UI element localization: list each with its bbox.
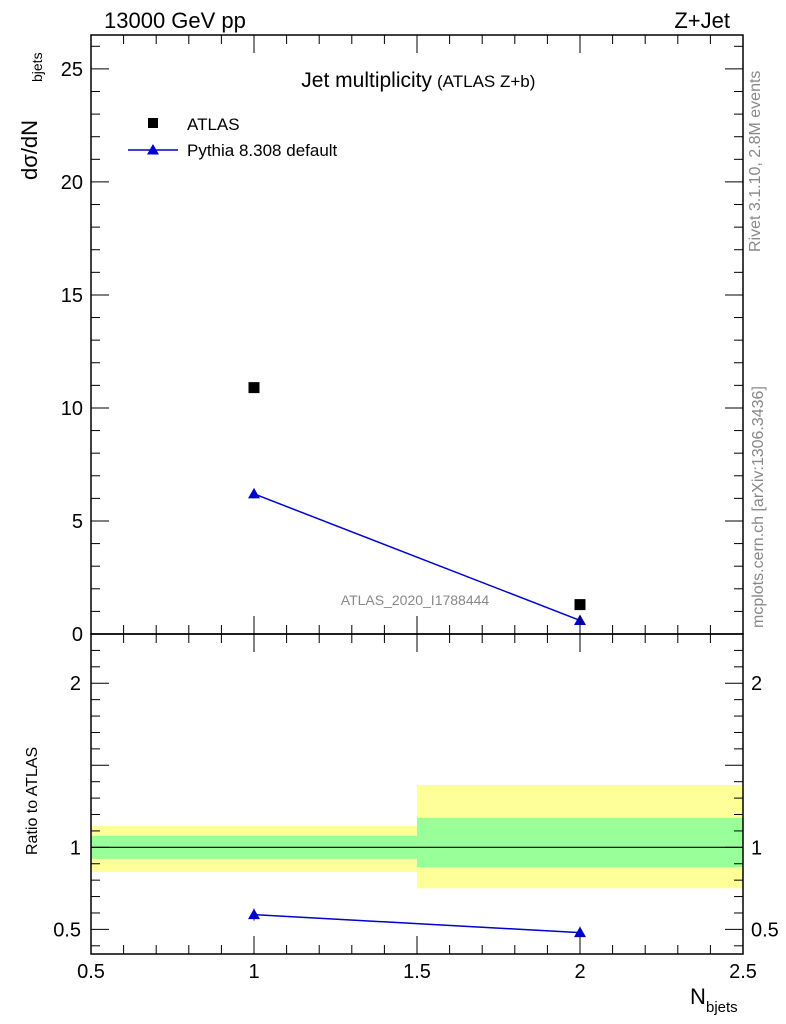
y-tick-label: 5: [72, 511, 83, 533]
ratio-panel-background: [91, 784, 743, 889]
ratio-y-tick-label-left: 1: [70, 837, 81, 859]
atlas-point: [574, 599, 586, 611]
ratio-panel: 0.5 1 1.5 2 2.5 0.5 1 2 0.5 1 2 Ratio to ATLAS: [24, 633, 779, 983]
ratio-pythia-point: [574, 926, 586, 938]
x-tick-label: 2.5: [729, 961, 757, 983]
x-tick-label: 2: [574, 961, 585, 983]
legend-atlas-label: ATLAS: [187, 115, 240, 134]
chart-title: Jet multiplicity: [301, 69, 432, 92]
y-tick-label: 10: [61, 398, 83, 420]
ratio-y-tick-label-left: 0.5: [53, 919, 81, 941]
header-process-label: Z+Jet: [674, 8, 730, 33]
rivet-version-label: Rivet 3.1.10, 2.8M events: [747, 71, 764, 252]
y-axis-label: dσ/dN: [17, 120, 42, 180]
header-energy-label: 13000 GeV pp: [104, 8, 246, 33]
ratio-y-tick-label-right: 1: [751, 837, 762, 859]
chart-subtitle: (ATLAS Z+b): [437, 72, 535, 91]
x-tick-label: 0.5: [77, 961, 105, 983]
legend-atlas-marker: [148, 118, 158, 128]
mcplots-source-label: mcplots.cern.ch [arXiv:1306.3436]: [750, 386, 767, 628]
analysis-watermark: ATLAS_2020_I1788444: [341, 592, 490, 608]
ratio-y-tick-label-right: 2: [751, 673, 762, 695]
atlas-point: [248, 382, 260, 394]
legend: ATLAS Pythia 8.308 default: [128, 115, 338, 160]
x-axis-label: N: [690, 984, 706, 1009]
ratio-pythia-point: [248, 908, 260, 920]
ratio-y-axis-label: Ratio to ATLAS: [24, 747, 41, 855]
legend-pythia-marker: [147, 144, 159, 155]
x-axis-subscript: bjets: [706, 999, 738, 1016]
y-axis-subscript-group: bjets: [29, 52, 45, 82]
ratio-y-tick-label-left: 2: [70, 673, 81, 695]
y-tick-label: 20: [61, 172, 83, 194]
pythia-point: [248, 487, 260, 499]
main-panel-ticks: 0 5 10 15 20 25: [61, 35, 744, 646]
y-tick-label: 0: [72, 624, 83, 646]
legend-pythia-label: Pythia 8.308 default: [187, 141, 338, 160]
y-tick-label: 25: [61, 59, 83, 81]
ratio-panel-ticks: 0.5 1 1.5 2 2.5 0.5 1 2 0.5 1 2: [53, 633, 779, 983]
main-panel-data: [248, 382, 586, 625]
y-tick-label: 15: [61, 285, 83, 307]
x-tick-label: 1.5: [403, 961, 431, 983]
ratio-pythia-line: [253, 913, 581, 934]
y-axis-subscript: bjets: [29, 52, 45, 82]
x-tick-label: 1: [248, 961, 259, 983]
ratio-panel-data: [91, 846, 743, 939]
y-axis-title: dσ/dN: [17, 120, 42, 180]
ratio-y-tick-label-right: 0.5: [751, 919, 779, 941]
pythia-line: [253, 493, 581, 622]
uncertainty-band-inner: [417, 817, 743, 868]
ratio-y-axis-title: Ratio to ATLAS: [24, 747, 41, 855]
